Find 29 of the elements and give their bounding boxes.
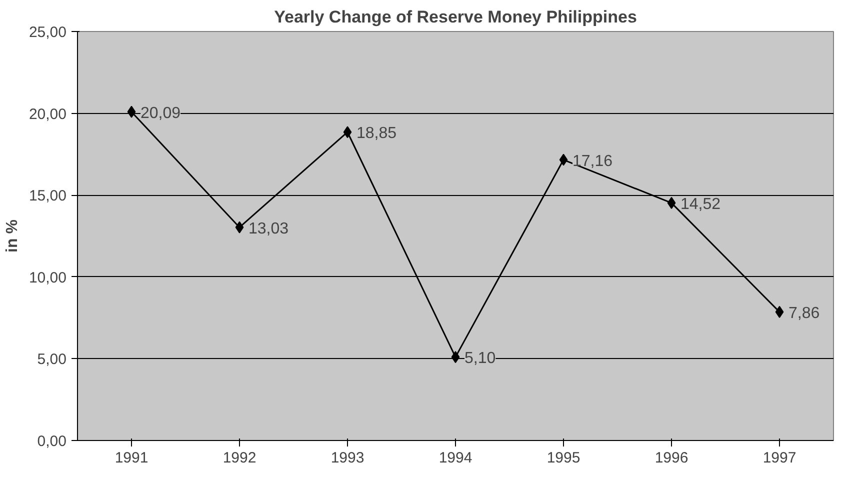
x-tick-label: 1993 <box>330 450 364 466</box>
x-tick-label: 1996 <box>654 450 688 466</box>
x-tick-label: 1991 <box>114 450 148 466</box>
x-tick-label: 1994 <box>438 450 472 466</box>
data-label: 5,10 <box>464 350 496 368</box>
y-tick-label: 20,00 <box>28 106 67 123</box>
point <box>343 126 352 138</box>
data-label: 13,03 <box>248 220 289 238</box>
y-tick-label: 5,00 <box>37 351 67 368</box>
data-label: 7,86 <box>788 304 820 322</box>
y-tick-label: 0,00 <box>37 433 67 450</box>
data-label: 18,85 <box>356 125 397 142</box>
x-tick-label: 1995 <box>546 450 580 466</box>
y-axis-title: in % <box>4 220 21 252</box>
point <box>559 154 568 166</box>
point <box>235 221 244 234</box>
point <box>451 351 460 364</box>
chart-title: Yearly Change of Reserve Money Philippines <box>274 8 637 26</box>
point <box>667 196 676 209</box>
y-tick-label: 15,00 <box>28 188 67 205</box>
x-tick-label: 1992 <box>222 450 256 466</box>
y-tick-label: 25,00 <box>28 24 67 41</box>
data-label: 14,52 <box>680 196 721 213</box>
point <box>127 106 136 118</box>
point <box>775 306 784 318</box>
data-label: 17,16 <box>572 152 613 170</box>
data-label: 20,09 <box>140 104 181 122</box>
y-tick-label: 10,00 <box>28 269 67 286</box>
x-tick-label: 1997 <box>762 450 796 466</box>
